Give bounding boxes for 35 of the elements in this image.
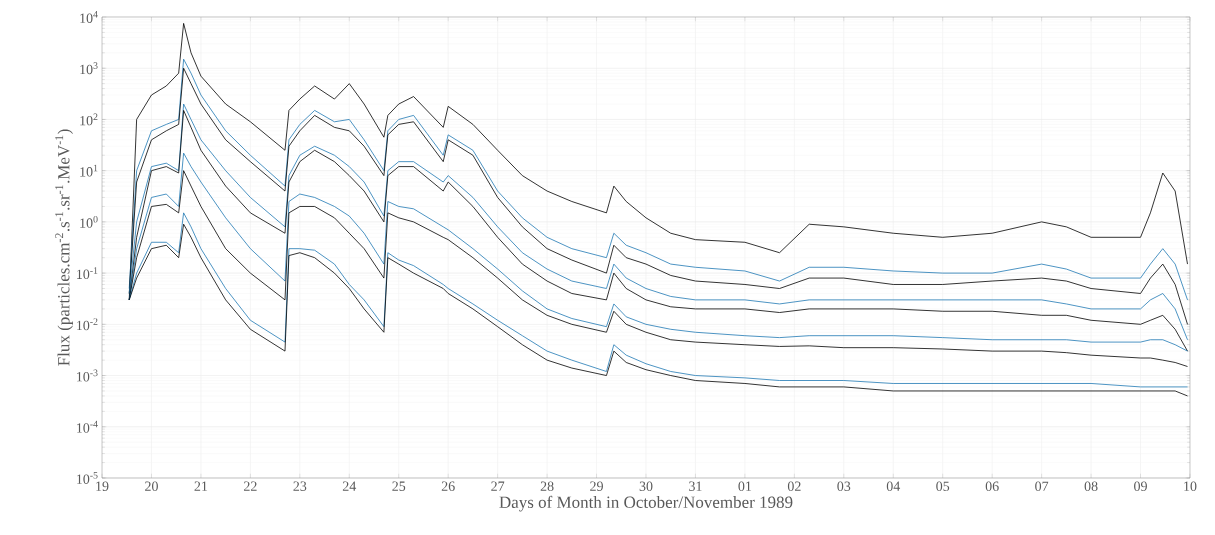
y-tick-label: 10$^{-3}$ [77, 369, 98, 382]
x-tick-label: 21 [194, 481, 208, 491]
y-tick-label: 10$^{2}$ [80, 113, 98, 126]
y-tick-label: 10$^{-1}$ [77, 267, 98, 280]
x-tick-label: 01 [738, 481, 752, 491]
x-tick-label: 26 [441, 481, 455, 491]
x-tick-label: 08 [1084, 481, 1098, 491]
x-tick-label: 22 [243, 481, 257, 491]
x-tick-label: 09 [1134, 481, 1147, 491]
y-tick-label: 10$^{0}$ [80, 215, 98, 228]
y-tick-label: 10$^{-2}$ [77, 318, 98, 331]
x-tick-label: 06 [985, 481, 999, 491]
x-tick-label: 24 [342, 481, 357, 491]
x-tick-label: 28 [540, 481, 554, 491]
x-tick-label: 31 [689, 481, 702, 491]
x-tick-label: 07 [1035, 481, 1049, 491]
text: Flux (particles.cm$^{-2}$.s$^{-1}$.sr$^{-1}$.MeV$^{-1}$) [55, 129, 73, 366]
x-axis-title: Days of Month in October/November 1989 [499, 495, 793, 512]
x-tick-label: 10 [1184, 481, 1197, 491]
y-tick-label: 10$^{4}$ [80, 11, 98, 23]
y-tick-label: 10$^{-4}$ [77, 420, 98, 433]
x-tick-label: 02 [787, 481, 801, 491]
x-tick-label: 20 [145, 481, 158, 491]
x-tick-label: 29 [590, 481, 603, 491]
y-tick-label: 10$^{1}$ [80, 164, 98, 177]
x-tick-label: 19 [96, 481, 109, 491]
y-tick-label: 10$^{-5}$ [77, 472, 98, 484]
x-tick-label: 30 [639, 481, 653, 491]
y-tick-label: 10$^{3}$ [80, 62, 98, 75]
x-tick-label: 05 [936, 481, 950, 491]
x-tick-label: 04 [886, 481, 901, 491]
x-tick-label: 25 [392, 481, 406, 491]
x-tick-label: 23 [293, 481, 307, 491]
x-tick-label: 03 [837, 481, 851, 491]
x-tick-label: 27 [491, 481, 505, 491]
